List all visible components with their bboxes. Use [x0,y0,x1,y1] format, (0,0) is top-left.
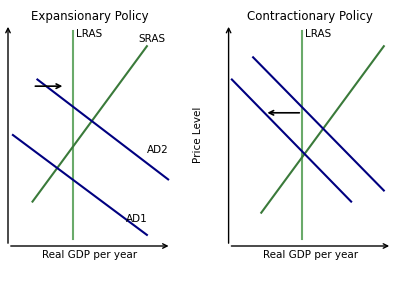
Text: AD2: AD2 [147,145,169,155]
Text: AD1: AD1 [126,214,148,224]
Text: SRAS: SRAS [139,34,166,44]
Text: LRAS: LRAS [76,29,102,39]
X-axis label: Real GDP per year: Real GDP per year [42,250,137,260]
Text: LRAS: LRAS [304,29,331,39]
Title: Expansionary Policy: Expansionary Policy [31,10,148,23]
X-axis label: Real GDP per year: Real GDP per year [263,250,358,260]
Title: Contractionary Policy: Contractionary Policy [247,10,373,23]
Text: Price Level: Price Level [193,107,203,163]
